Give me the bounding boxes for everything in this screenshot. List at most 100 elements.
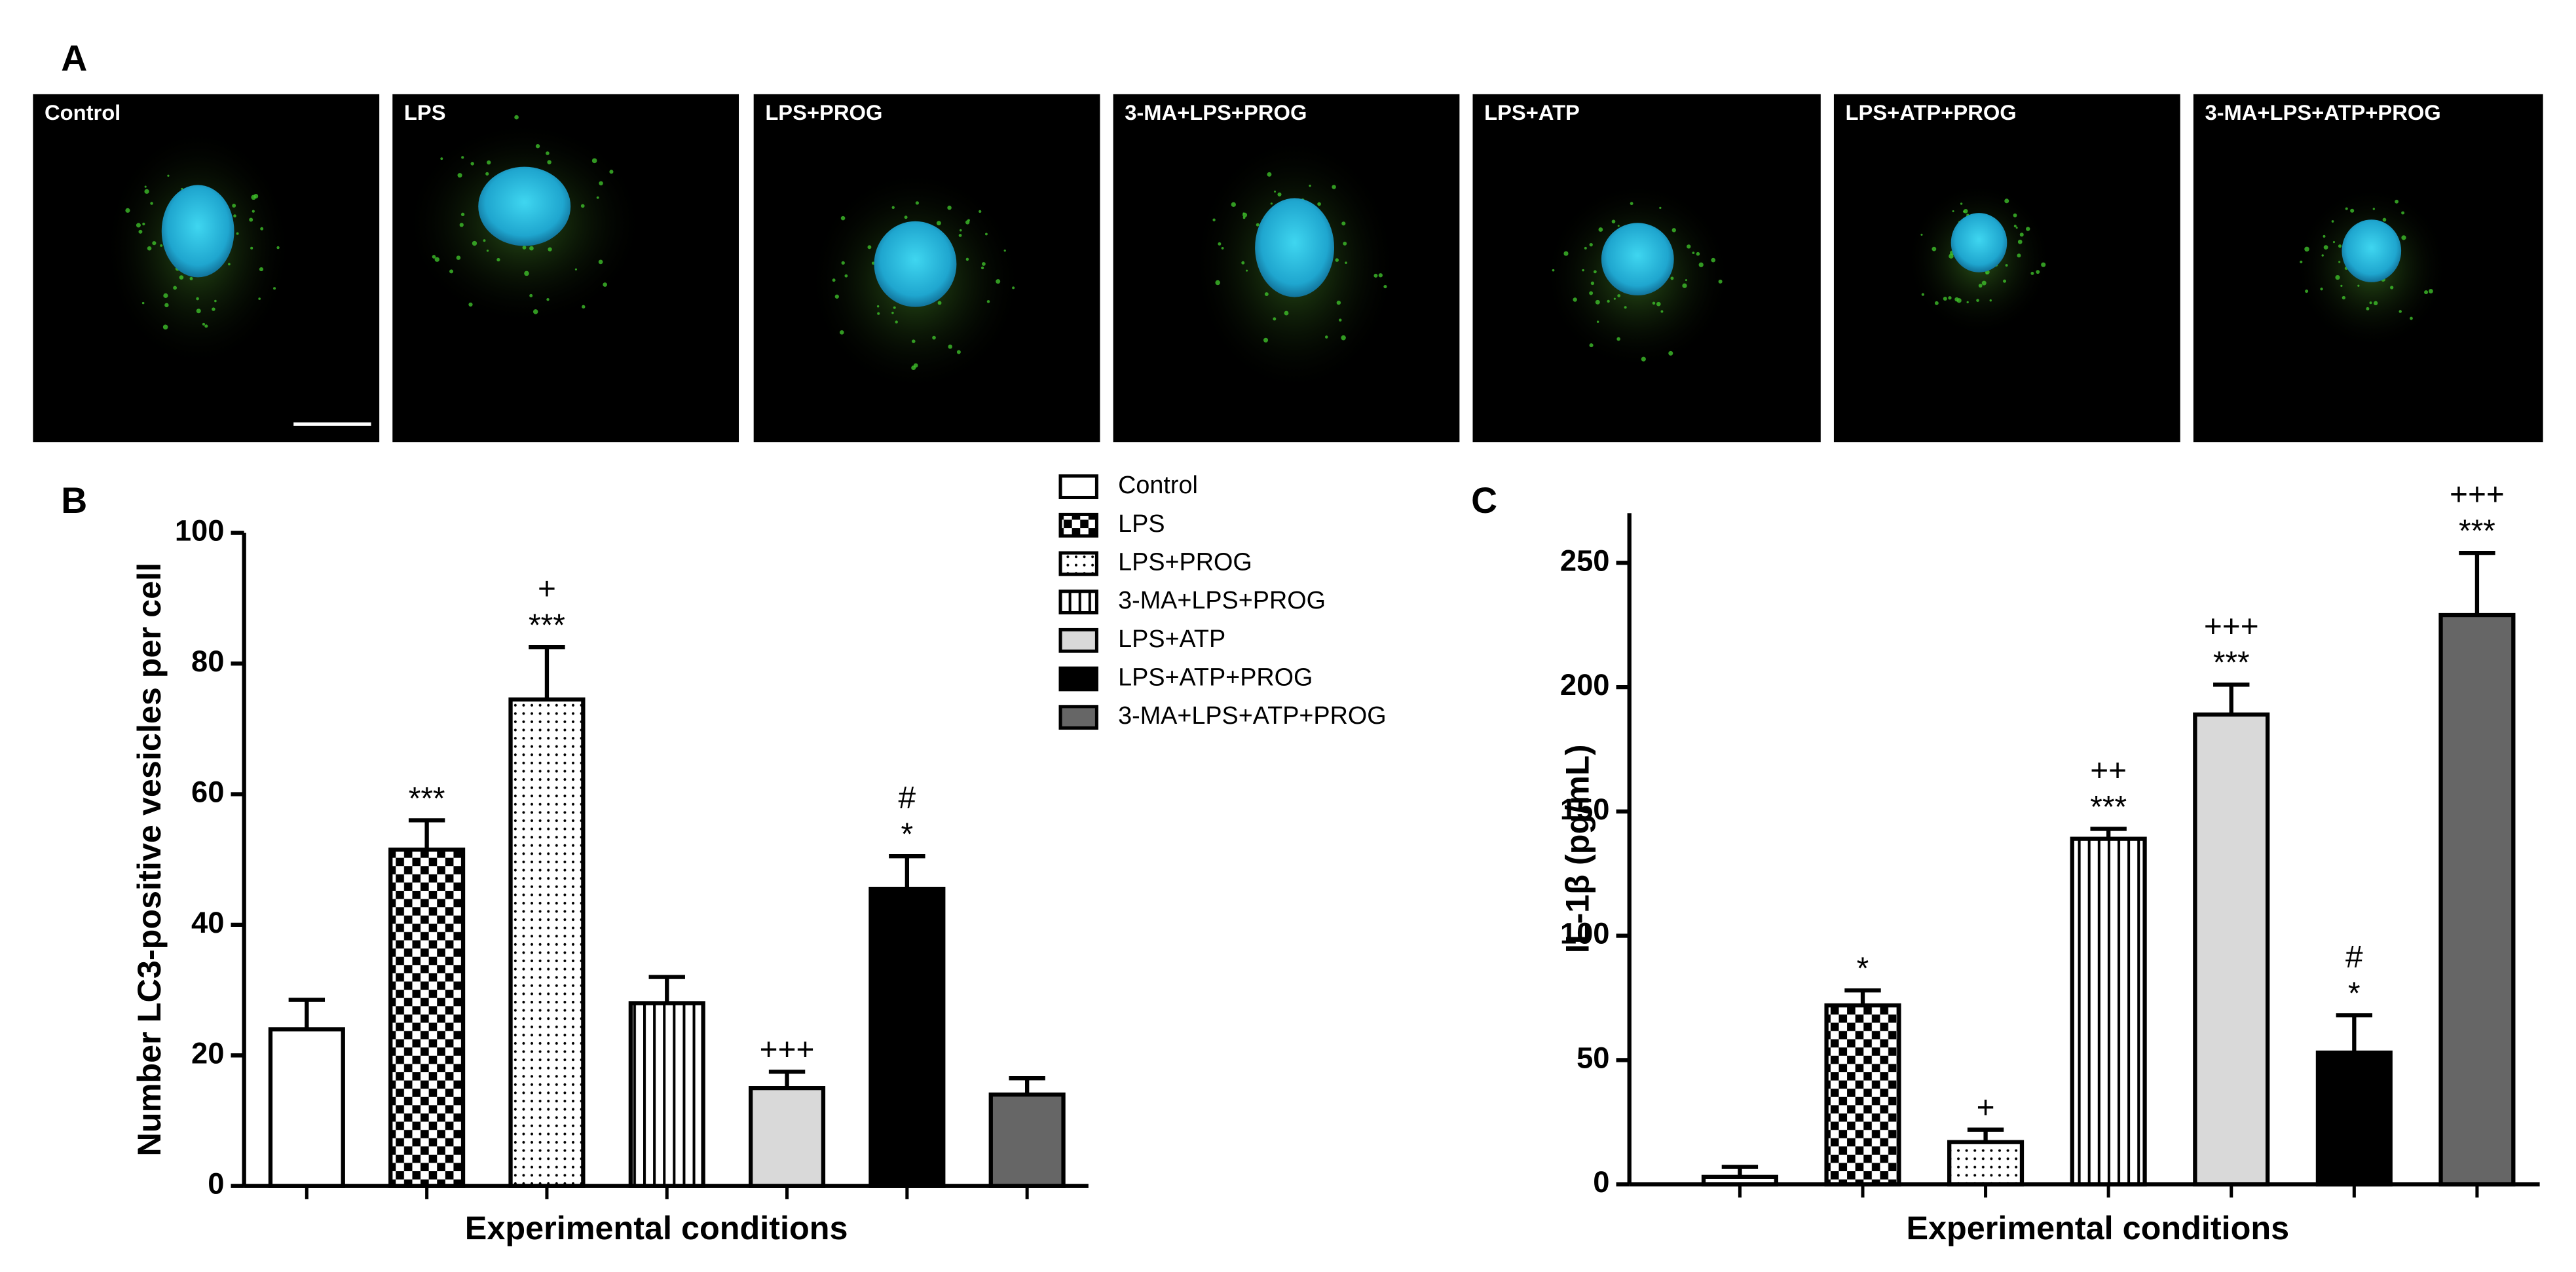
vesicle	[839, 330, 844, 335]
significance-label: ***	[529, 608, 565, 643]
vesicle	[2305, 290, 2309, 293]
vesicle	[1659, 206, 1662, 210]
vesicle	[876, 305, 880, 308]
vesicle	[486, 250, 489, 252]
image-label: LPS+ATP+PROG	[1846, 100, 2017, 124]
legend-swatch	[1058, 551, 1098, 576]
bar	[628, 1001, 705, 1188]
legend-swatch	[1058, 627, 1098, 653]
vesicle	[163, 293, 168, 298]
vesicle	[871, 261, 875, 265]
vesicle	[535, 143, 540, 149]
image-label: Control	[45, 100, 121, 124]
vesicle	[2424, 290, 2429, 295]
bar	[1824, 1003, 1901, 1187]
vesicle	[867, 245, 872, 250]
vesicle	[580, 204, 585, 208]
vesicle	[472, 240, 477, 246]
vesicle	[252, 210, 255, 213]
vesicle	[1617, 225, 1620, 227]
vesicle	[1221, 247, 1224, 250]
y-tick-label: 0	[208, 1167, 224, 1201]
nucleus	[478, 166, 571, 246]
vesicle	[1373, 273, 1378, 278]
y-tick-label: 250	[1560, 544, 1610, 577]
vesicle	[202, 322, 205, 326]
vesicle	[1582, 269, 1584, 272]
vesicle	[2382, 217, 2387, 222]
y-tick-label: 200	[1560, 668, 1610, 701]
nucleus	[2342, 219, 2402, 282]
legend-swatch	[1058, 666, 1098, 692]
micrograph: LPS+ATP+PROG	[1833, 94, 2180, 443]
vesicle	[1267, 172, 1272, 177]
vesicle	[1652, 301, 1656, 305]
legend-label: LPS	[1118, 510, 1165, 538]
vesicle	[236, 232, 239, 235]
significance-label: *	[1857, 952, 1869, 986]
vesicle	[2300, 260, 2303, 264]
vesicle	[461, 156, 464, 159]
micrograph: Control	[33, 94, 380, 443]
vesicle	[1218, 242, 1222, 246]
vesicle	[937, 301, 942, 305]
vesicle	[196, 297, 199, 301]
vesicle	[2041, 262, 2046, 267]
vesicle	[1596, 320, 1599, 323]
y-tick-label: 100	[175, 514, 225, 548]
vesicle	[841, 261, 845, 265]
vesicle	[2373, 301, 2378, 306]
vesicle	[470, 162, 474, 166]
nucleus	[874, 221, 957, 307]
vesicle	[877, 312, 880, 315]
vesicle	[251, 195, 256, 200]
bar	[1701, 1174, 1778, 1187]
significance-label: +	[1977, 1091, 1995, 1125]
vesicle	[959, 229, 962, 232]
micrograph-row: Control LPS LPS+PROG 3-MA+LPS+PROG LPS+ATP LP…	[33, 94, 2543, 443]
significance-label: +	[538, 572, 556, 607]
vesicle	[1378, 273, 1383, 278]
vesicle	[1552, 269, 1555, 272]
vesicle	[483, 239, 486, 242]
vesicle	[582, 305, 586, 309]
vesicle	[160, 244, 163, 247]
vesicle	[1616, 337, 1620, 341]
vesicle	[144, 185, 147, 188]
vesicle	[1003, 249, 1006, 252]
vesicle	[1241, 261, 1245, 265]
vesicle	[1277, 192, 1282, 196]
vesicle	[979, 210, 982, 214]
panel-label: B	[61, 480, 87, 521]
vesicle	[1589, 243, 1593, 247]
vesicle	[125, 208, 130, 213]
vesicle	[533, 309, 538, 314]
vesicle	[2338, 244, 2342, 248]
legend-label: Control	[1118, 472, 1198, 499]
bar	[2315, 1050, 2393, 1187]
vesicle	[164, 303, 169, 308]
vesicle	[2335, 274, 2340, 280]
vesicle	[546, 298, 550, 301]
vesicle	[2331, 220, 2334, 223]
legend-swatch	[1058, 474, 1098, 500]
vesicle	[2338, 261, 2341, 263]
vesicle	[522, 246, 527, 250]
vesicle	[1589, 291, 1594, 295]
vesicle	[1584, 246, 1587, 250]
vesicle	[1012, 286, 1015, 290]
vesicle	[2003, 279, 2007, 283]
vesicle	[487, 160, 491, 165]
vesicle	[1215, 280, 1220, 286]
y-axis-title: Number LC3-positive vesicles per cell	[130, 563, 168, 1157]
bar	[988, 1092, 1066, 1188]
vesicle	[2004, 198, 2009, 204]
y-tick-label: 0	[1593, 1165, 1609, 1199]
panel-label: A	[61, 38, 87, 79]
vesicle	[196, 309, 201, 314]
vesicle	[1963, 208, 1968, 214]
vesicle	[985, 233, 988, 236]
vesicle	[1613, 297, 1616, 300]
vesicle	[548, 247, 552, 252]
vesicle	[1273, 317, 1277, 321]
